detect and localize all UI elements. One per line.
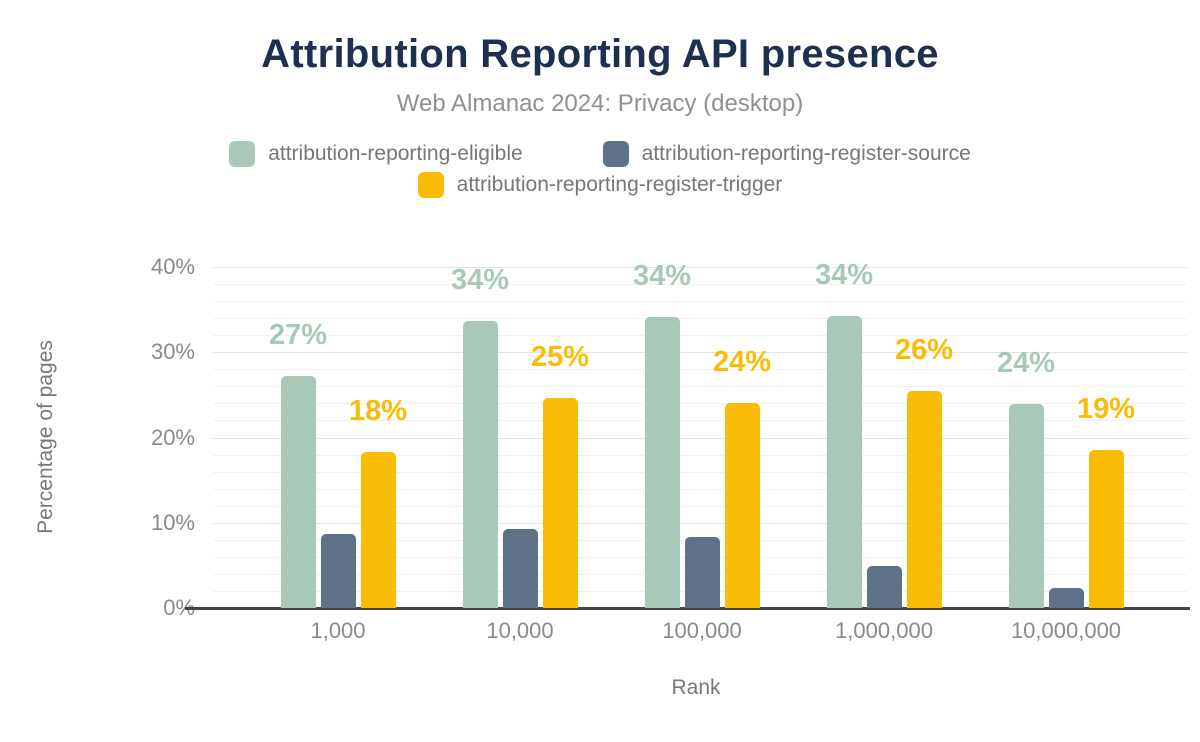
gridline-major <box>213 437 1187 439</box>
y-tick-label: 30% <box>150 339 195 365</box>
bar-attribution-reporting-register-source <box>866 566 902 608</box>
gridline-minor <box>213 301 1187 303</box>
gridline-major <box>213 522 1187 524</box>
gridline-major <box>213 267 1187 268</box>
legend-item-attribution-reporting-eligible[interactable]: attribution-reporting-eligible <box>229 141 523 167</box>
bar-value-label: 18% <box>348 395 408 427</box>
bar-group-10,000: 34% 25% <box>451 265 589 608</box>
x-tick-label: 10,000,000 <box>1010 618 1122 643</box>
bar-group-1,000,000: 34% 26% <box>815 261 953 608</box>
gridline-minor <box>213 335 1187 337</box>
bar-value-label: 34% <box>814 259 874 292</box>
bar-attribution-reporting-eligible: 34% <box>633 262 691 608</box>
bar-value-label: 25% <box>530 341 590 374</box>
bar-group-10,000,000: 24% 19% <box>997 267 1135 608</box>
x-axis-title: Rank <box>671 676 721 699</box>
legend-label: attribution-reporting-eligible <box>268 142 523 165</box>
bar-attribution-reporting-eligible: 34% <box>451 265 509 608</box>
bar-attribution-reporting-register-source <box>320 533 356 608</box>
x-axis-line <box>185 607 1190 610</box>
bar-group-1,000: 27% 18% <box>269 267 407 608</box>
gridline-minor <box>213 488 1187 490</box>
y-tick-label: 10% <box>150 509 195 535</box>
x-tick-label: 10,000 <box>486 618 554 643</box>
bar-attribution-reporting-eligible: 24% <box>997 349 1055 608</box>
x-tick-label: 100,000 <box>662 618 742 643</box>
bar-value-label: 34% <box>450 263 510 296</box>
bar-attribution-reporting-register-source <box>502 528 538 608</box>
legend-swatch-icon <box>417 172 444 198</box>
y-tick-label: 20% <box>150 424 195 450</box>
gridline-major <box>213 352 1187 354</box>
gridline-minor <box>213 318 1187 320</box>
gridline-minor <box>213 369 1187 371</box>
y-axis-title: Percentage of pages <box>34 340 57 534</box>
bar-attribution-reporting-register-trigger: 24% <box>713 347 771 608</box>
bar-attribution-reporting-register-trigger: 25% <box>531 343 589 608</box>
bar-attribution-reporting-eligible: 34% <box>815 261 873 608</box>
bar-attribution-reporting-register-source <box>1048 588 1084 608</box>
bar-attribution-reporting-register-trigger: 18% <box>349 397 407 608</box>
chart-subtitle: Web Almanac 2024: Privacy (desktop) <box>396 90 804 117</box>
bar-value-label: 24% <box>996 347 1056 380</box>
bar-value-label: 34% <box>632 260 692 293</box>
bar-value-label: 24% <box>712 345 772 378</box>
y-tick-label: 40% <box>150 254 195 279</box>
bar-value-label: 19% <box>1076 393 1136 426</box>
bar-value-label: 27% <box>268 319 328 352</box>
legend-item-attribution-reporting-register-source[interactable]: attribution-reporting-register-source <box>602 141 971 167</box>
bar-attribution-reporting-register-source <box>684 537 720 608</box>
legend-item-attribution-reporting-register-trigger[interactable]: attribution-reporting-register-trigger <box>417 172 783 198</box>
bar-value-label: 26% <box>894 333 954 366</box>
legend-label: attribution-reporting-register-source <box>641 142 971 165</box>
plot-area: 27% 18% 34% 25% 34% 24% 34% 26% 24% 19% <box>185 261 1190 610</box>
legend-row-2: attribution-reporting-register-trigger <box>417 172 783 198</box>
legend-swatch-icon <box>602 141 629 167</box>
x-tick-label: 1,000,000 <box>835 618 933 643</box>
gridline-minor <box>213 386 1187 388</box>
bar-attribution-reporting-register-trigger: 26% <box>895 335 953 608</box>
gridline-minor <box>213 284 1187 286</box>
bar-attribution-reporting-register-trigger: 19% <box>1077 395 1135 608</box>
legend-label: attribution-reporting-register-trigger <box>456 173 783 196</box>
bar-group-100,000: 34% 24% <box>633 262 771 608</box>
y-tick-label: 0% <box>163 595 195 620</box>
chart-title: Attribution Reporting API presence <box>261 32 939 76</box>
gridline-minor <box>213 471 1187 473</box>
gridline-minor <box>213 505 1187 507</box>
gridline-minor <box>213 403 1187 405</box>
legend-swatch-icon <box>229 141 256 167</box>
x-tick-label: 1,000 <box>310 618 366 643</box>
gridline-minor <box>213 454 1187 456</box>
legend-row-1: attribution-reporting-eligible attributio… <box>229 141 971 167</box>
bar-attribution-reporting-eligible: 27% <box>269 321 327 608</box>
gridline-minor <box>213 420 1187 422</box>
legend: attribution-reporting-eligible attributio… <box>0 141 1200 198</box>
